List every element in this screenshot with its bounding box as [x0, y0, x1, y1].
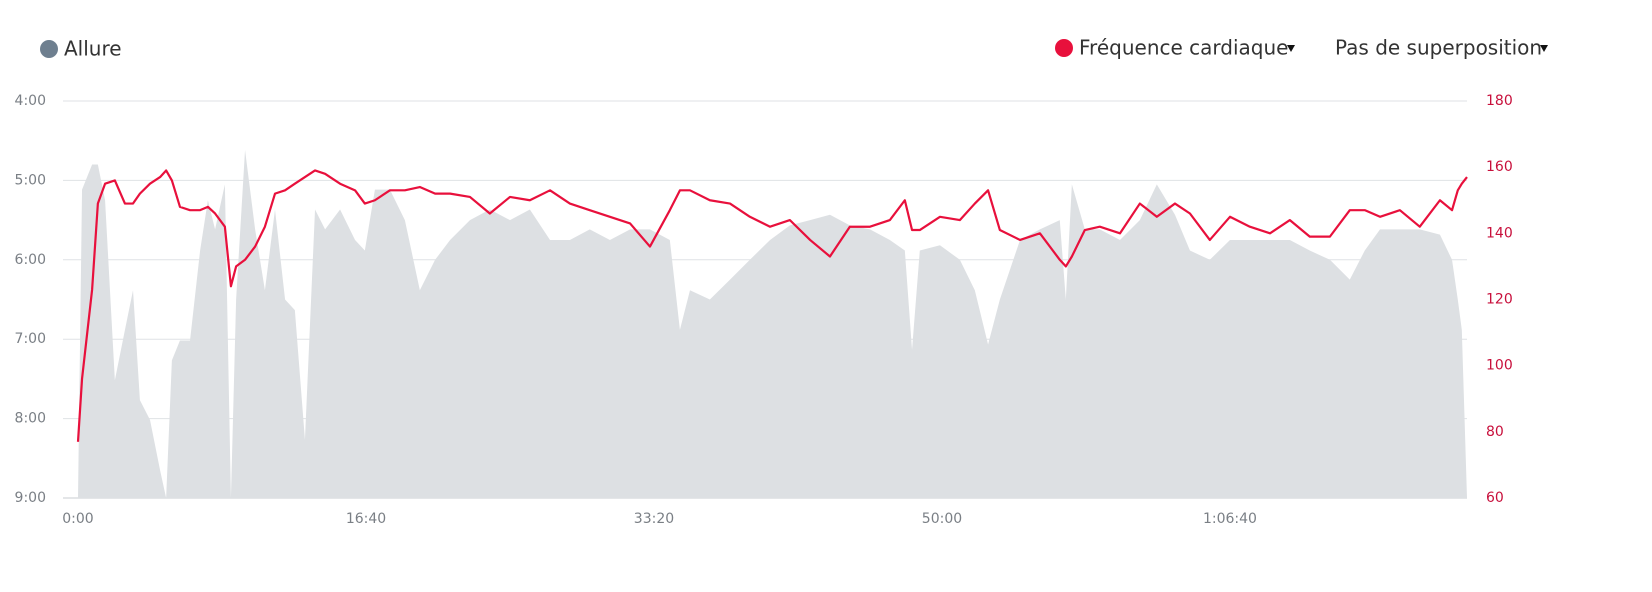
y-tick-label: 8:00: [15, 411, 46, 427]
dropdown-arrow[interactable]: [1287, 45, 1295, 52]
y-tick-label: 4:00: [15, 93, 46, 109]
y-tick-label: 9:00: [15, 490, 46, 506]
x-tick-label: 0:00: [62, 511, 93, 527]
legend-label[interactable]: Fréquence cardiaque: [1079, 36, 1288, 60]
y-tick-label: 6:00: [15, 252, 46, 268]
legend-label: Allure: [64, 37, 122, 61]
x-tick-label: 1:06:40: [1203, 511, 1257, 527]
heart-rate-line: [76, 169, 1468, 442]
y2-tick-label: 180: [1486, 93, 1513, 109]
dropdown-arrow[interactable]: [1540, 45, 1548, 52]
overlay-selector[interactable]: Pas de superposition: [1335, 36, 1548, 60]
x-tick-label: 33:20: [634, 511, 674, 527]
y2-tick-label: 160: [1486, 159, 1513, 175]
y-tick-label: 5:00: [15, 172, 46, 188]
hr-selector[interactable]: Fréquence cardiaque: [1055, 36, 1295, 60]
marks: [76, 149, 1468, 499]
y2-tick-label: 140: [1486, 225, 1513, 241]
y2-tick-label: 80: [1486, 424, 1504, 440]
y2-tick-label: 60: [1486, 490, 1504, 506]
y2-tick-label: 120: [1486, 292, 1513, 308]
legend-dot: [40, 40, 58, 58]
overlay-label[interactable]: Pas de superposition: [1335, 36, 1542, 60]
y2-tick-label: 100: [1486, 358, 1513, 374]
legend-dot: [1055, 39, 1073, 57]
x-tick-label: 16:40: [346, 511, 386, 527]
x-tick-label: 50:00: [922, 511, 962, 527]
y-tick-label: 7:00: [15, 331, 46, 347]
pace-area: [78, 149, 1467, 499]
